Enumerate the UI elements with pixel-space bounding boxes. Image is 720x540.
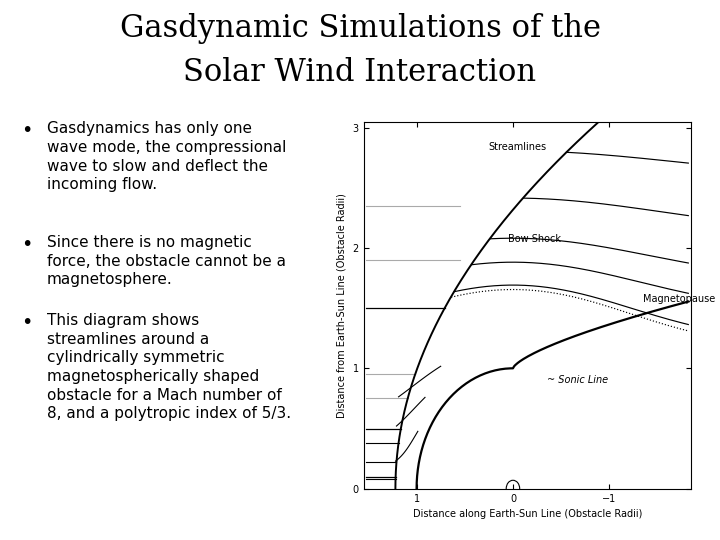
Text: Gasdynamic Simulations of the: Gasdynamic Simulations of the [120,14,600,44]
Text: ~ Sonic Line: ~ Sonic Line [546,375,608,385]
Text: Bow Shock: Bow Shock [508,234,561,244]
Y-axis label: Distance from Earth-Sun Line (Obstacle Radii): Distance from Earth-Sun Line (Obstacle R… [337,193,347,417]
Text: This diagram shows
streamlines around a
cylindrically symmetric
magnetospherical: This diagram shows streamlines around a … [47,313,291,421]
Text: •: • [22,122,33,140]
X-axis label: Distance along Earth-Sun Line (Obstacle Radii): Distance along Earth-Sun Line (Obstacle … [413,509,642,519]
Text: •: • [22,313,33,332]
Text: Since there is no magnetic
force, the obstacle cannot be a
magnetosphere.: Since there is no magnetic force, the ob… [47,235,286,287]
Text: Solar Wind Interaction: Solar Wind Interaction [184,57,536,87]
Text: Streamlines: Streamlines [489,142,547,152]
Text: •: • [22,235,33,254]
Text: Gasdynamics has only one
wave mode, the compressional
wave to slow and deflect t: Gasdynamics has only one wave mode, the … [47,122,286,192]
Text: Magnetopause: Magnetopause [643,294,715,304]
